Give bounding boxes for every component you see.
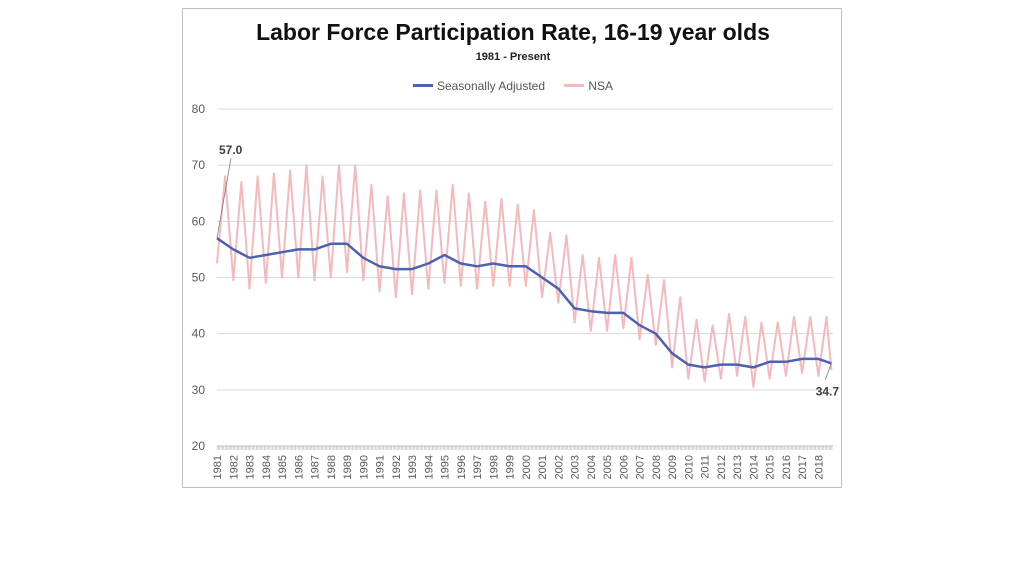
legend-label-seasonally-adjusted: Seasonally Adjusted <box>436 78 546 93</box>
x-tick-label-1998: 1998 <box>488 455 500 479</box>
legend-label-nsa: NSA <box>588 78 614 93</box>
annotation-leader-34.7 <box>825 363 832 380</box>
x-tick-label-2003: 2003 <box>570 455 582 479</box>
x-tick-label-2007: 2007 <box>635 455 647 479</box>
x-tick-label-2004: 2004 <box>586 455 598 479</box>
x-tick-label-2015: 2015 <box>765 455 777 479</box>
y-tick-label-20: 20 <box>192 439 206 453</box>
x-tick-label-1992: 1992 <box>391 455 403 479</box>
x-tick-label-2013: 2013 <box>732 455 744 479</box>
legend-item-nsa: NSA <box>564 79 613 93</box>
x-tick-label-1983: 1983 <box>245 455 257 479</box>
series-line-nsa <box>216 164 833 388</box>
x-tick-label-2014: 2014 <box>748 455 760 479</box>
x-tick-label-2011: 2011 <box>700 455 712 479</box>
x-tick-label-1985: 1985 <box>277 455 289 479</box>
y-tick-label-80: 80 <box>192 102 206 116</box>
series-line-seasonally-adjusted <box>216 237 832 369</box>
x-tick-label-2016: 2016 <box>781 455 793 479</box>
chart-frame: Labor Force Participation Rate, 16-19 ye… <box>182 8 842 488</box>
x-tick-label-1984: 1984 <box>261 455 273 479</box>
legend-swatch-seasonally-adjusted <box>412 84 433 87</box>
y-tick-label-60: 60 <box>192 214 206 228</box>
y-tick-label-30: 30 <box>192 383 206 397</box>
x-tick-label-1993: 1993 <box>407 455 419 479</box>
x-tick-label-1991: 1991 <box>375 455 387 479</box>
x-tick-label-1994: 1994 <box>423 455 435 479</box>
x-tick-label-2017: 2017 <box>797 455 809 479</box>
x-tick-label-2000: 2000 <box>521 455 533 479</box>
x-tick-label-1995: 1995 <box>440 455 452 479</box>
legend-item-seasonally-adjusted: Seasonally Adjusted <box>412 78 546 93</box>
x-tick-label-2010: 2010 <box>683 455 695 479</box>
x-tick-label-1986: 1986 <box>293 455 305 479</box>
legend-swatch-nsa <box>564 84 585 87</box>
y-tick-label-70: 70 <box>192 158 206 172</box>
x-tick-label-1988: 1988 <box>326 455 338 479</box>
x-tick-label-1981: 1981 <box>212 455 224 479</box>
x-tick-label-1982: 1982 <box>228 455 240 479</box>
x-tick-label-1989: 1989 <box>342 455 354 479</box>
annotation-label-57.0: 57.0 <box>219 143 243 157</box>
x-tick-label-2018: 2018 <box>813 455 825 479</box>
x-tick-label-1999: 1999 <box>505 455 517 479</box>
x-tick-label-1997: 1997 <box>472 455 484 479</box>
y-tick-label-40: 40 <box>192 327 206 341</box>
x-tick-label-2001: 2001 <box>537 455 549 479</box>
x-tick-label-2012: 2012 <box>716 455 728 479</box>
x-tick-label-2006: 2006 <box>618 455 630 479</box>
annotation-leader-57.0 <box>216 158 232 239</box>
y-tick-label-50: 50 <box>192 271 206 285</box>
x-tick-label-1987: 1987 <box>310 455 322 479</box>
chart-title: Labor Force Participation Rate, 16-19 ye… <box>256 19 770 45</box>
x-tick-label-2002: 2002 <box>553 455 565 479</box>
x-tick-label-2005: 2005 <box>602 455 614 479</box>
plot-area: 20 30 40 50 60 70 80 1981 1982 1983 1984 1985 1986 19… <box>192 102 840 479</box>
legend: Seasonally Adjusted NSA <box>183 76 843 93</box>
annotation-label-34.7: 34.7 <box>816 384 840 398</box>
x-tick-label-1990: 1990 <box>358 455 370 479</box>
x-tick-label-2009: 2009 <box>667 455 679 479</box>
x-tick-label-2008: 2008 <box>651 455 663 479</box>
x-tick-label-1996: 1996 <box>456 455 468 479</box>
chart-subtitle: 1981 - Present <box>475 51 551 63</box>
